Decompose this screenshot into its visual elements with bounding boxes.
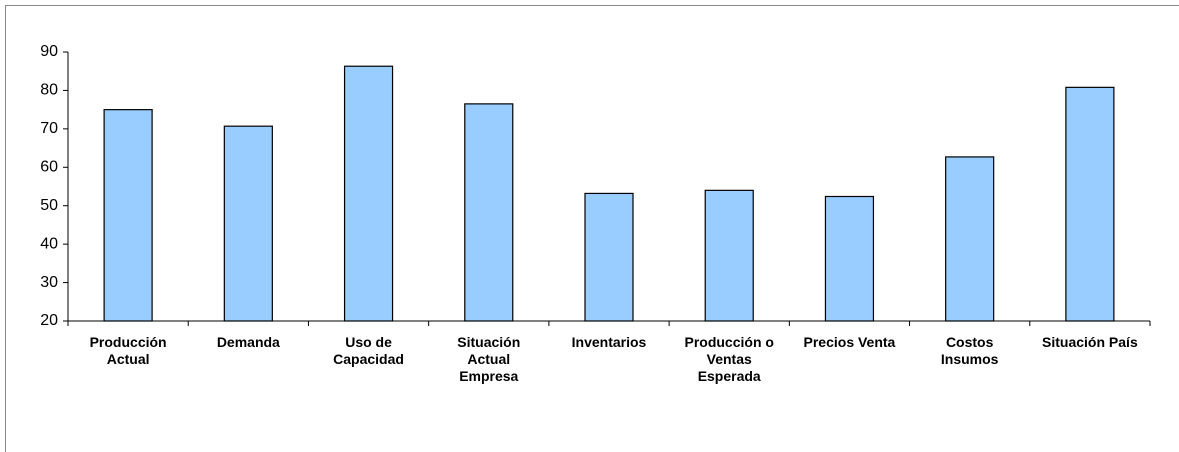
x-tick-label: Producción Actual <box>90 334 167 367</box>
x-tick-label: Situación País <box>1042 334 1138 350</box>
bar <box>103 109 153 322</box>
y-tick-label: 60 <box>40 159 58 176</box>
x-tick-label: Uso de Capacidad <box>333 334 404 367</box>
x-tick-label: Situación Actual Empresa <box>457 334 520 384</box>
bar <box>704 189 754 322</box>
x-tick-label: Costos Insumos <box>941 334 999 367</box>
y-tick-label: 90 <box>40 43 58 60</box>
y-tick-label: 50 <box>40 197 58 214</box>
y-tick-label: 80 <box>40 82 58 99</box>
x-tick-label: Demanda <box>217 334 280 350</box>
x-tick-label: Producción o Ventas Esperada <box>684 334 773 384</box>
bar <box>464 103 514 322</box>
y-tick-label: 20 <box>40 312 58 329</box>
bar <box>584 192 634 322</box>
y-tick-label: 70 <box>40 120 58 137</box>
bar <box>1065 86 1115 322</box>
x-tick-label: Precios Venta <box>804 334 896 350</box>
bar <box>223 125 273 322</box>
y-tick-label: 30 <box>40 274 58 291</box>
x-tick-label: Inventarios <box>572 334 647 350</box>
bar <box>945 156 995 322</box>
y-tick-label: 40 <box>40 235 58 252</box>
bar <box>343 65 394 322</box>
bar <box>824 195 875 322</box>
